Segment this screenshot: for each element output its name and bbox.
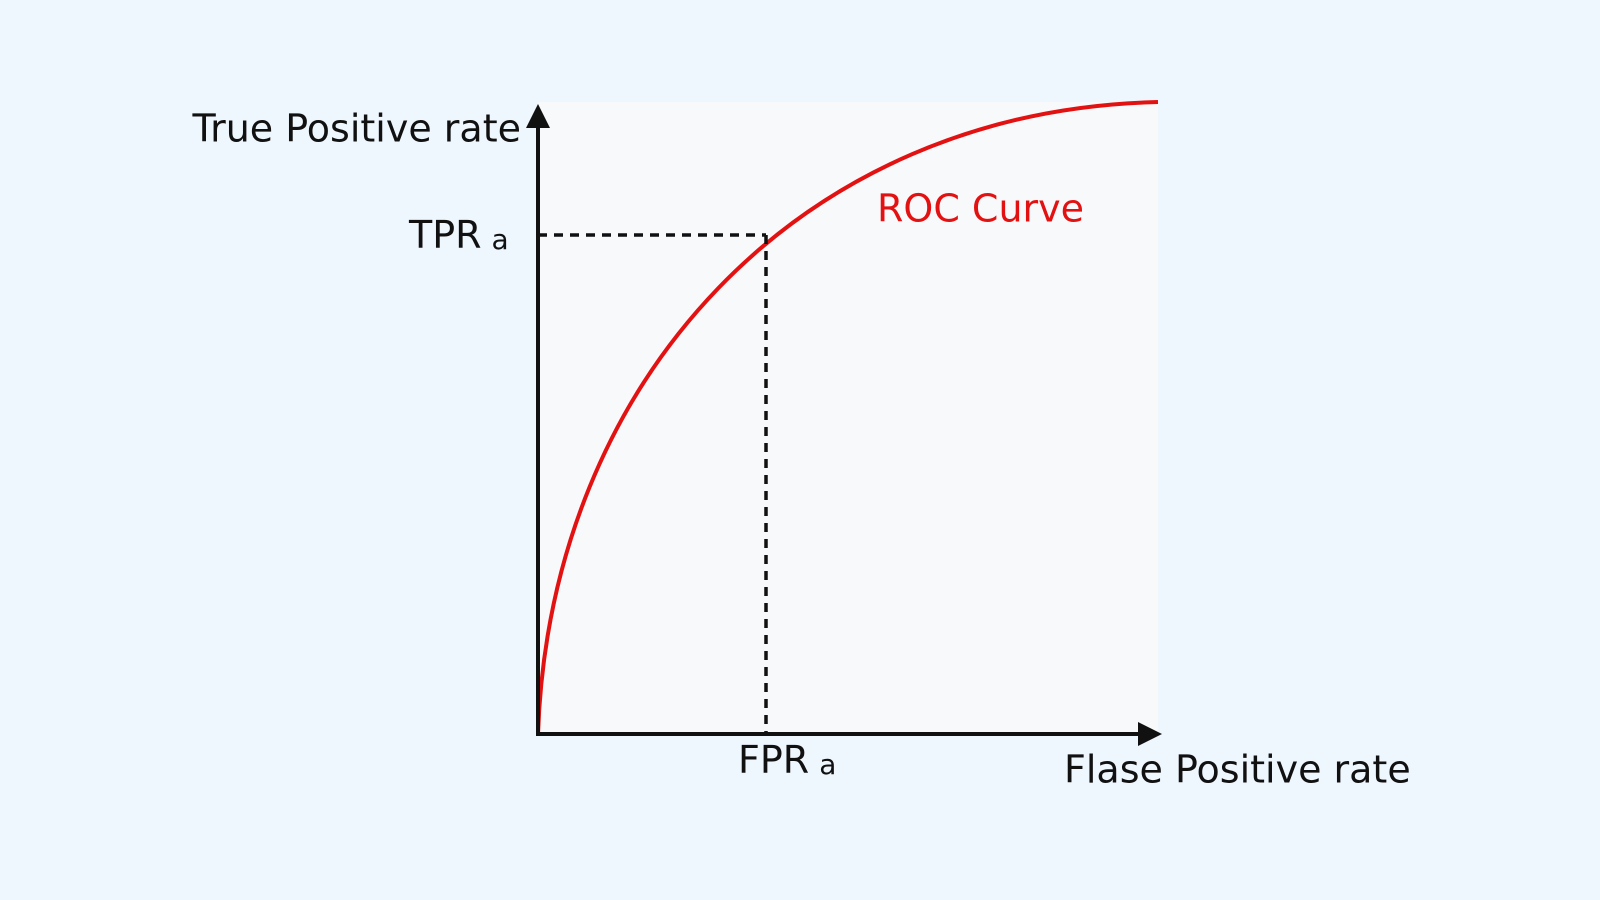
x-axis-label: Flase Positive rate [1064,748,1411,792]
curve-label: ROC Curve [877,187,1084,231]
x-axis-arrow [1138,722,1162,746]
tpr-subscript: a [492,223,509,256]
roc-curve [536,100,1159,735]
fpr-text: FPR [738,738,809,782]
fpr-label: FPR a [738,738,836,782]
y-axis-label: True Positive rate [191,107,521,151]
y-axis-arrow [526,104,550,128]
plot-area [538,102,1158,734]
tpr-text: TPR [408,213,482,257]
tpr-label: TPR a [408,213,509,257]
fpr-subscript: a [819,748,836,781]
